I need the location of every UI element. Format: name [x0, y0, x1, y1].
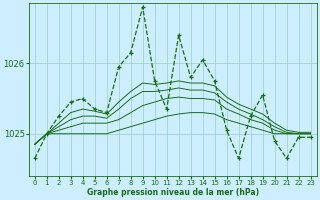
X-axis label: Graphe pression niveau de la mer (hPa): Graphe pression niveau de la mer (hPa) [87, 188, 259, 197]
